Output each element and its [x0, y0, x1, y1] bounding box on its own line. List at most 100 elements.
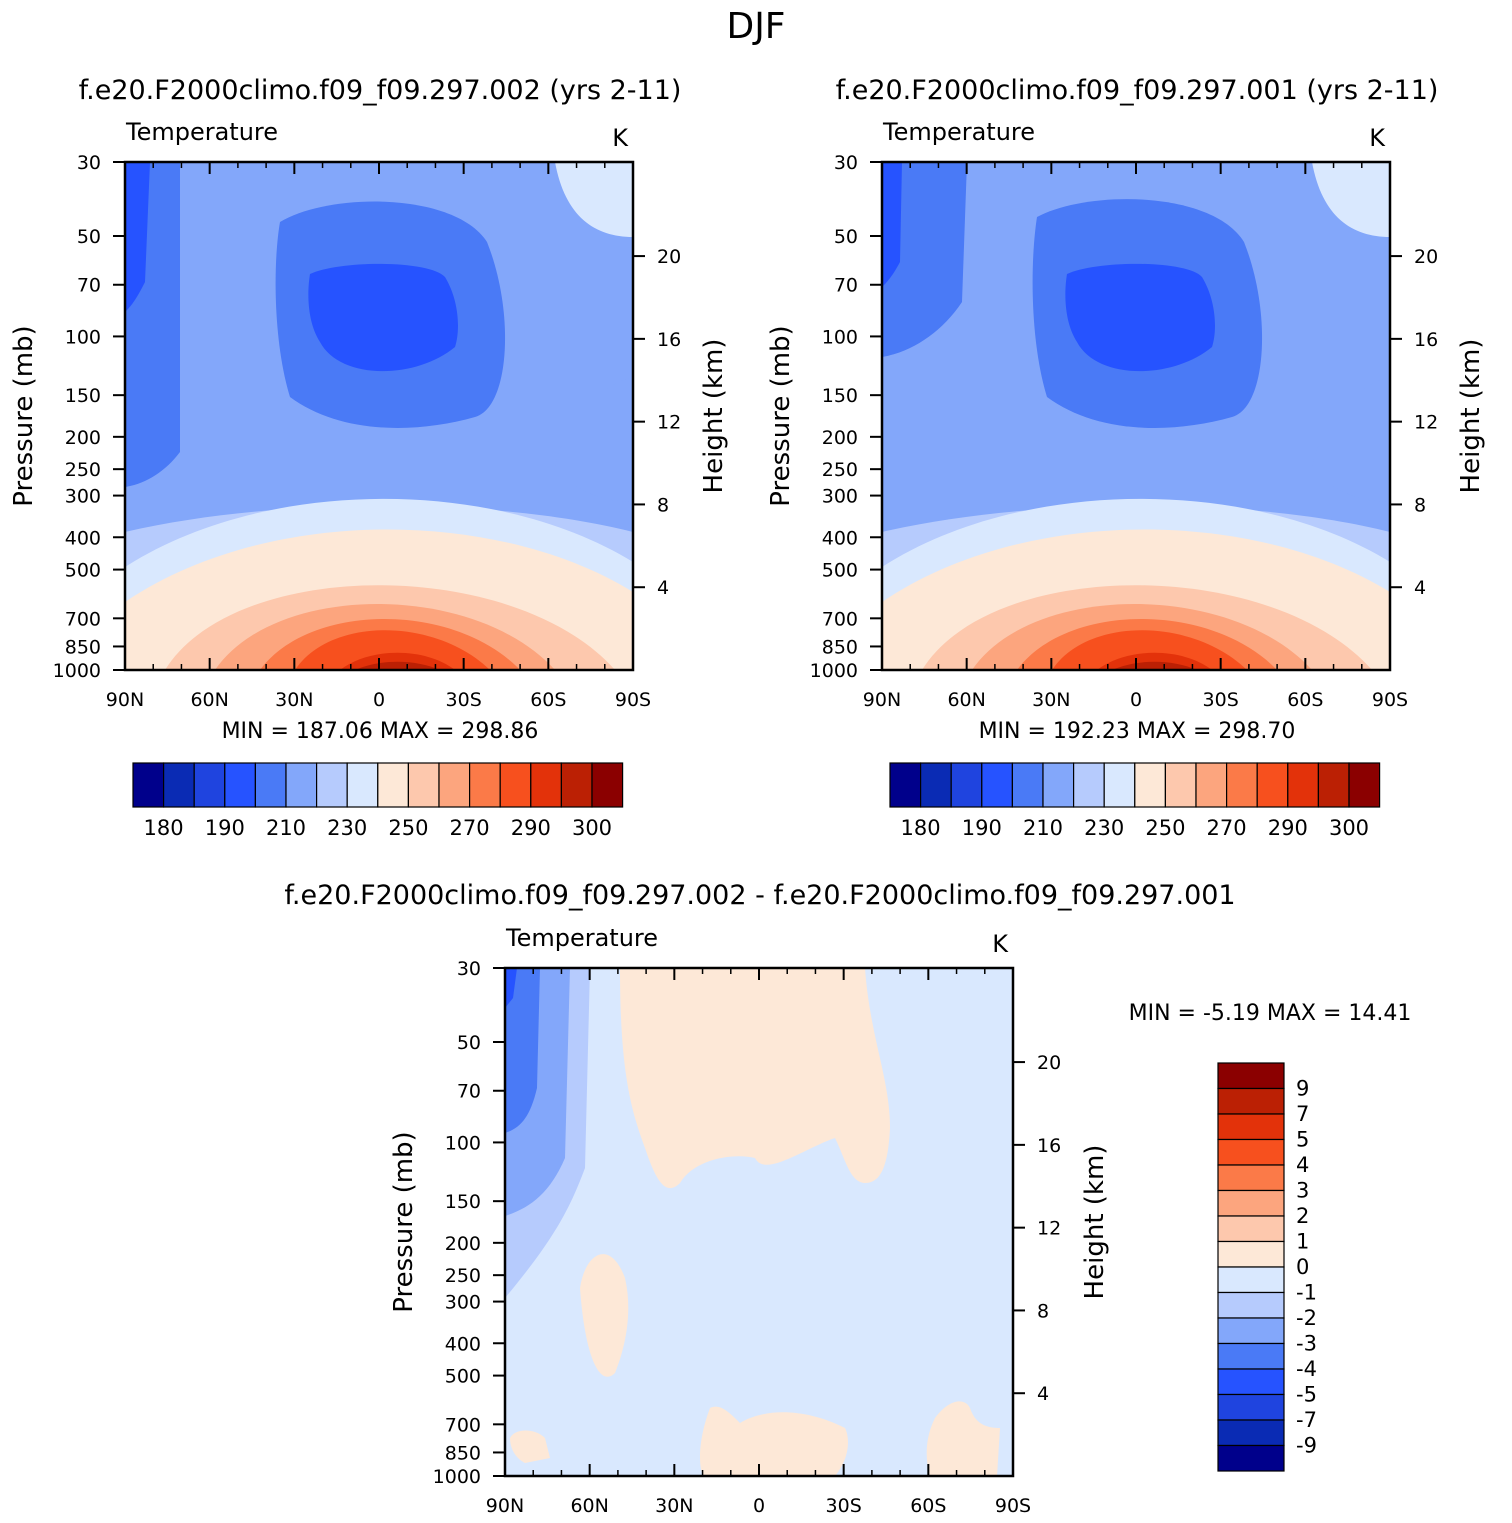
- colorbar-label: 290: [511, 816, 551, 840]
- panel1-colorbar: 180 190 210 230 250 270 290 300: [132, 762, 624, 840]
- colorbar-label: -7: [1296, 1408, 1317, 1432]
- colorbar-label: 230: [327, 816, 367, 840]
- y-tick-label: 30: [457, 958, 481, 980]
- colorbar-swatch: [1225, 762, 1258, 808]
- x-tick-label: 90N: [106, 689, 144, 711]
- x-tick-label: 0: [1130, 689, 1142, 711]
- y-tick-label: 1000: [53, 660, 101, 682]
- colorbar-swatch: [316, 762, 348, 808]
- y-tick-label: 1000: [810, 660, 858, 682]
- colorbar-label: 270: [450, 816, 490, 840]
- colorbar-swatch: [1317, 762, 1350, 808]
- colorbar-swatch: [1217, 1215, 1285, 1243]
- panel3-title: f.e20.F2000climo.f09_f09.297.002 - f.e20…: [284, 880, 1235, 911]
- y2-tick-label: 8: [1037, 1300, 1049, 1322]
- panel2-ylabel-right: Height (km): [1456, 339, 1486, 494]
- colorbar-swatch: [285, 762, 318, 808]
- colorbar-swatch: [163, 762, 195, 808]
- colorbar-label: 300: [572, 816, 612, 840]
- y-tick-label: 250: [65, 459, 101, 481]
- y-tick-label: 50: [834, 226, 858, 248]
- y2-tick-label: 8: [1414, 494, 1426, 516]
- x-tick-label: 90S: [995, 1495, 1031, 1517]
- colorbar-label: 7: [1296, 1102, 1309, 1126]
- colorbar-label: -3: [1296, 1332, 1317, 1356]
- y2-tick-label: 16: [1037, 1135, 1061, 1157]
- colorbar-label: 290: [1268, 816, 1308, 840]
- colorbar-swatch: [1256, 762, 1289, 808]
- panel3-ylabel: Pressure (mb): [389, 1131, 419, 1312]
- y-tick-label: 850: [445, 1442, 481, 1464]
- panel1-contour-field: [125, 162, 633, 670]
- colorbar-swatch: [1287, 762, 1320, 808]
- colorbar-label: -2: [1296, 1306, 1317, 1330]
- colorbar-label: 1: [1296, 1230, 1309, 1254]
- panel1-ticks: 90N 60N 30N 0 30S 60S 90S 30 50 70 100 150 200 250 300…: [53, 152, 682, 711]
- y-tick-label: 70: [457, 1081, 481, 1103]
- y2-tick-label: 12: [657, 412, 681, 434]
- y-tick-label: 300: [822, 486, 858, 508]
- colorbar-label: -1: [1296, 1281, 1317, 1305]
- y-tick-label: 200: [445, 1233, 481, 1255]
- colorbar-label: 2: [1296, 1204, 1309, 1228]
- y2-tick-label: 12: [1037, 1218, 1061, 1240]
- colorbar-label: 180: [144, 816, 184, 840]
- colorbar-swatch: [132, 762, 165, 808]
- colorbar-label: -9: [1296, 1434, 1317, 1458]
- y2-tick-label: 16: [657, 329, 681, 351]
- colorbar-swatch: [530, 762, 562, 808]
- x-tick-label: 60N: [190, 689, 228, 711]
- colorbar-swatch: [1217, 1113, 1285, 1141]
- colorbar-swatch: [1217, 1317, 1285, 1345]
- colorbar-swatch: [1072, 762, 1105, 808]
- y2-tick-label: 4: [1037, 1383, 1049, 1405]
- colorbar-swatch: [950, 762, 983, 808]
- colorbar-swatch: [469, 762, 501, 808]
- x-tick-label: 30N: [1032, 689, 1070, 711]
- x-tick-label: 60S: [910, 1495, 946, 1517]
- x-tick-label: 60S: [1287, 689, 1323, 711]
- y-tick-label: 100: [822, 326, 858, 348]
- panel1-variable: Temperature: [125, 118, 278, 146]
- y-tick-label: 700: [65, 608, 101, 630]
- y2-tick-label: 4: [1414, 577, 1426, 599]
- panel3-stats: MIN = -5.19 MAX = 14.41: [1129, 1001, 1412, 1026]
- x-tick-label: 30N: [275, 689, 313, 711]
- colorbar-label: 180: [901, 816, 941, 840]
- x-tick-label: 60N: [947, 689, 985, 711]
- colorbar-swatch: [1134, 762, 1167, 808]
- x-tick-label: 0: [373, 689, 385, 711]
- colorbar-label: 190: [962, 816, 1002, 840]
- panel1-ylabel: Pressure (mb): [9, 325, 39, 506]
- panel1-ylabel-right: Height (km): [699, 339, 729, 494]
- panel3-plot: 90N 60N 30N 0 30S 60S 90S305070100150200250300…: [389, 924, 1411, 1517]
- colorbar-label: 210: [1023, 816, 1063, 840]
- y-tick-label: 30: [77, 152, 101, 174]
- panel3-variable: Temperature: [505, 924, 658, 952]
- colorbar-swatch: [438, 762, 471, 808]
- colorbar-swatch: [981, 762, 1013, 808]
- colorbar-label: 190: [205, 816, 245, 840]
- x-tick-label: 90S: [615, 689, 651, 711]
- colorbar-swatch: [1217, 1087, 1285, 1115]
- colorbar-label: 4: [1296, 1153, 1309, 1177]
- y-tick-label: 100: [445, 1132, 481, 1154]
- colorbar-swatch: [377, 762, 409, 808]
- colorbar-label: 250: [388, 816, 428, 840]
- y-tick-label: 500: [445, 1366, 481, 1388]
- panel2-contour-field: [882, 162, 1390, 670]
- colorbar-label: 3: [1296, 1179, 1309, 1203]
- x-tick-label: 30S: [826, 1495, 862, 1517]
- colorbar-swatch: [1217, 1291, 1285, 1319]
- panel3-units: K: [992, 930, 1009, 958]
- colorbar-swatch: [1217, 1240, 1285, 1268]
- y2-tick-label: 20: [1037, 1052, 1061, 1074]
- panel2-colorbar: 180 190 210 230 250 270 290 300: [889, 762, 1381, 840]
- x-tick-label: 90N: [863, 689, 901, 711]
- colorbar-swatch: [591, 762, 624, 808]
- colorbar-label: 230: [1084, 816, 1124, 840]
- colorbar-label: 300: [1329, 816, 1369, 840]
- colorbar-swatch: [1164, 762, 1197, 808]
- colorbar-swatch: [193, 762, 226, 808]
